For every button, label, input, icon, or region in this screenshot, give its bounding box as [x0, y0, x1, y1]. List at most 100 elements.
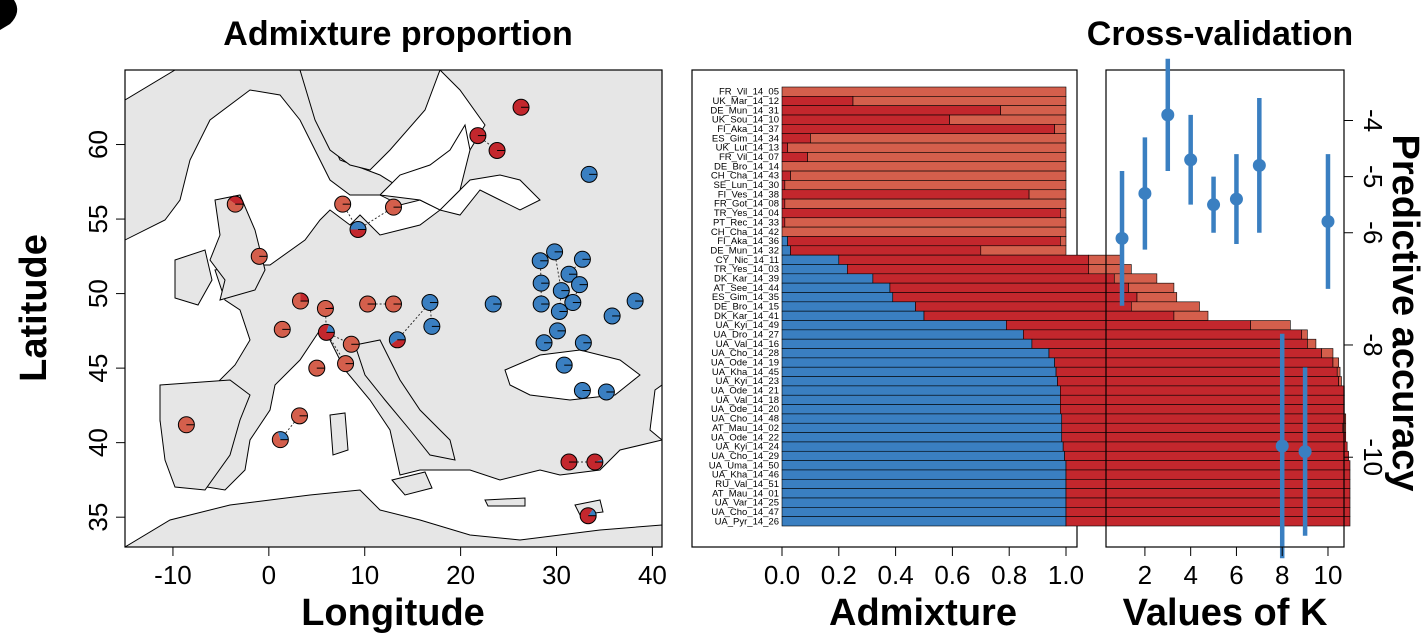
sample-label: UA_Pyr_14_26: [715, 516, 779, 527]
admixture-pie: [555, 356, 573, 374]
sample-label: AT_See_14_44: [714, 283, 779, 294]
admixture-bar-segment: [1088, 264, 1132, 275]
admixture-bar-segment: [781, 450, 1065, 461]
admixture-bar-segment: [1065, 488, 1351, 499]
italy: [354, 339, 456, 461]
sample-label: FR_Vil_14_05: [719, 87, 779, 98]
sample-label: UA_Uma_14_50: [709, 460, 779, 471]
admixture-bar-segment: [781, 105, 1001, 116]
admixture-bar-segment: [1250, 320, 1291, 331]
sample-label: UA_Var_14_25: [715, 498, 779, 509]
admixture-bar-segment: [781, 507, 1067, 517]
sample-label: SE_Lun_14_30: [713, 180, 779, 191]
map-panel: Admixture proportion -10 0 10 20 30 40 35 40 45…: [13, 15, 667, 634]
admixture-bar-segment: [915, 301, 1132, 312]
sample-label: FR_Vil_14_07: [719, 152, 779, 163]
sample-label: TR_Yes_14_03: [714, 264, 779, 275]
admixture-pie: [574, 334, 592, 352]
admixture-bar-segment: [847, 264, 1090, 275]
admixture-bar-segment: [1031, 338, 1308, 349]
admixture-bar-segment: [790, 245, 982, 256]
admixture-pie: [573, 250, 591, 268]
admixture-pie: [421, 294, 439, 312]
admixture-bar-segment: [1173, 310, 1209, 321]
admixture-bar-segment: [781, 114, 950, 125]
pie-slice: [325, 306, 334, 309]
admixture-pie: [349, 220, 367, 238]
admixture-bar-segment: [784, 217, 1067, 228]
sample-label: DE_Mun_14_32: [710, 245, 779, 256]
map-y-tick-label: 40: [83, 428, 113, 457]
sample-label: UA_Ode_14_22: [711, 432, 779, 443]
bar-x-tick-label: 1.0: [1048, 560, 1084, 590]
sample-label: FR_Got_14_08: [714, 199, 779, 210]
sample-label: DE_Mun_14_31: [710, 105, 779, 116]
admixture-bar-segment: [781, 86, 1067, 97]
admixture-bar-segment: [781, 394, 1061, 405]
pie-slice: [277, 431, 289, 440]
sample-label: UA_Dro_14_27: [714, 330, 780, 341]
cv-point: [1229, 192, 1243, 206]
admixture-bar-segment: [1061, 413, 1345, 424]
admixture-pie: [560, 453, 578, 471]
pie-slice: [350, 221, 367, 230]
admixture-bar-segment: [781, 217, 786, 228]
map-y-tick-label: 55: [83, 205, 113, 234]
map-connector: [572, 284, 581, 303]
admixture-pie: [580, 165, 598, 183]
cv-points: [1115, 58, 1335, 559]
bar-x-tick-label: 0.0: [764, 560, 800, 590]
admixture-bar-segment: [1023, 329, 1303, 340]
admixture-bar-segment: [1060, 208, 1067, 219]
ireland: [174, 249, 213, 306]
admixture-bar-segment: [781, 357, 1055, 368]
pie-slice: [594, 459, 603, 463]
admixture-bar-segment: [1136, 292, 1178, 303]
admixture-bar-segment: [781, 208, 1061, 219]
admixture-bar-segment: [781, 310, 925, 321]
admixture-pie: [337, 355, 355, 373]
admixture-bar-segment: [781, 422, 1063, 433]
admixture-pie: [385, 198, 402, 216]
pie-slice: [350, 229, 367, 238]
sample-label: UA_Cho_14_48: [711, 414, 779, 425]
admixture-pie: [579, 507, 597, 525]
sample-label: FI_Aka_14_37: [717, 124, 779, 135]
admixture-pie: [359, 295, 377, 313]
baltic-sea: [378, 123, 471, 211]
admixture-bar-segment: [781, 273, 874, 284]
sample-label: UA_Ode_14_21: [711, 386, 779, 397]
admixture-bar-segment: [781, 96, 854, 106]
map-x-tick-label: -10: [154, 560, 192, 590]
admixture-bar-segment: [781, 376, 1058, 387]
admixture-pie: [603, 307, 621, 325]
admixture-bar-segment: [1336, 366, 1341, 377]
admixture-bar-segment: [781, 320, 1007, 331]
admixture-bar-segment: [781, 189, 1030, 200]
sample-label: CH_Cha_14_43: [711, 171, 779, 182]
sample-label: UA_Kha_14_46: [712, 470, 779, 481]
sample-label: ES_Gim_14_35: [712, 292, 779, 303]
sample-label: UA_Kyi_14_24: [716, 442, 779, 453]
admixture-pie: [250, 247, 268, 265]
map-y-axis: 35 40 45 50 55 60: [83, 130, 126, 532]
admixture-bar-segment: [781, 385, 1061, 396]
admixture-bar-segment: [1065, 460, 1351, 471]
map-x-tick-label: 10: [350, 560, 379, 590]
admixture-bar-segment: [781, 301, 916, 312]
cv-x-axis: 2 4 6 8 10: [1138, 546, 1343, 590]
admixture-bar-segment: [781, 460, 1067, 471]
sample-label: UA_Cho_14_29: [711, 451, 779, 462]
bar-x-tick-label: 0.4: [878, 560, 914, 590]
crete: [484, 497, 526, 507]
pie-slice: [326, 324, 335, 333]
sample-label: CH_Cha_14_42: [711, 227, 779, 238]
admixture-pie: [388, 331, 406, 349]
sample-label: CY_Nic_14_11: [716, 255, 779, 266]
cv-x-tick-label: 10: [1314, 560, 1343, 590]
admixture-pie: [564, 294, 582, 312]
admixture-bar-segment: [781, 282, 891, 293]
admixture-bar-segment: [781, 516, 1067, 527]
admixture-bar-segment: [781, 441, 1064, 452]
